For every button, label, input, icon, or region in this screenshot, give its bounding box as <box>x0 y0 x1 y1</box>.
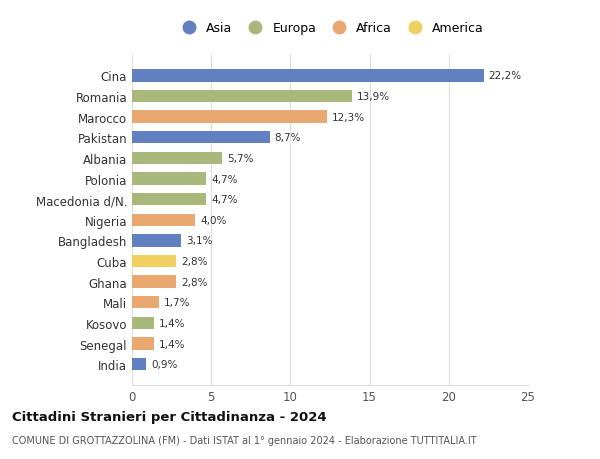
Bar <box>132 132 270 144</box>
Bar <box>132 111 327 123</box>
Bar <box>132 276 176 288</box>
Text: COMUNE DI GROTTAZZOLINA (FM) - Dati ISTAT al 1° gennaio 2024 - Elaborazione TUTT: COMUNE DI GROTTAZZOLINA (FM) - Dati ISTA… <box>12 435 476 445</box>
Text: 8,7%: 8,7% <box>275 133 301 143</box>
Bar <box>132 255 176 268</box>
Bar <box>132 338 154 350</box>
Bar <box>132 317 154 330</box>
Text: 4,7%: 4,7% <box>211 174 238 184</box>
Text: 4,7%: 4,7% <box>211 195 238 205</box>
Text: 12,3%: 12,3% <box>332 112 365 123</box>
Text: 22,2%: 22,2% <box>488 71 521 81</box>
Text: 0,9%: 0,9% <box>151 359 178 369</box>
Bar <box>132 70 484 83</box>
Text: 1,7%: 1,7% <box>164 297 190 308</box>
Bar <box>132 91 352 103</box>
Bar <box>132 194 206 206</box>
Bar <box>132 297 159 309</box>
Legend: Asia, Europa, Africa, America: Asia, Europa, Africa, America <box>172 18 488 39</box>
Text: 3,1%: 3,1% <box>186 236 212 246</box>
Text: 4,0%: 4,0% <box>200 215 226 225</box>
Text: 2,8%: 2,8% <box>181 257 208 267</box>
Text: Cittadini Stranieri per Cittadinanza - 2024: Cittadini Stranieri per Cittadinanza - 2… <box>12 410 326 423</box>
Bar <box>132 235 181 247</box>
Text: 1,4%: 1,4% <box>159 318 185 328</box>
Text: 1,4%: 1,4% <box>159 339 185 349</box>
Bar <box>132 173 206 185</box>
Text: 5,7%: 5,7% <box>227 154 254 163</box>
Bar <box>132 152 222 165</box>
Text: 2,8%: 2,8% <box>181 277 208 287</box>
Bar <box>132 358 146 370</box>
Bar <box>132 214 196 226</box>
Text: 13,9%: 13,9% <box>357 92 390 102</box>
